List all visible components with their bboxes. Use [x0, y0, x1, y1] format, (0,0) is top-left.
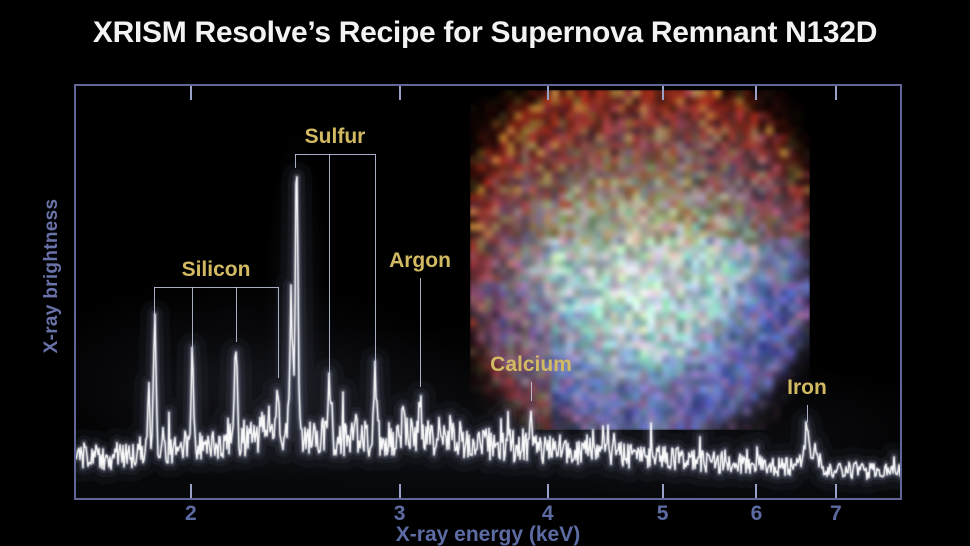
annotation-layer: Silicon Sulfur Argon Calcium Iron: [76, 86, 900, 498]
plot-frame: Silicon Sulfur Argon Calcium Iron: [74, 84, 902, 500]
annotation-bracket-drop-sulfur-0: [295, 154, 296, 168]
x-tick-label-5: 5: [656, 502, 669, 525]
x-tick-label-4: 4: [541, 502, 554, 525]
x-tick-label-7: 7: [829, 502, 842, 525]
annotation-bracket-sulfur: [295, 154, 375, 155]
annotation-bracket-drop-sulfur-1: [329, 154, 330, 375]
element-label-calcium: Calcium: [490, 353, 572, 376]
x-tick-label-3: 3: [393, 502, 406, 525]
x-axis-tick-3-bottom: [398, 484, 401, 498]
y-axis-label: X-ray brightness: [41, 198, 62, 354]
annotation-pointer-argon: [420, 278, 421, 387]
element-label-argon: Argon: [389, 249, 451, 272]
x-axis-tick-5-top: [661, 86, 664, 100]
x-tick-labels: 2 3 4 5 6 7: [76, 502, 900, 526]
x-axis-tick-3-top: [398, 86, 401, 100]
annotation-bracket-drop-silicon-1: [192, 287, 193, 351]
x-tick-label-2: 2: [185, 502, 197, 525]
x-axis-tick-2-bottom: [189, 484, 192, 498]
x-axis-tick-5-bottom: [661, 484, 664, 498]
x-axis-tick-4-bottom: [546, 484, 549, 498]
x-axis-tick-2-top: [189, 86, 192, 100]
annotation-pointer-calcium: [531, 382, 532, 401]
axis-ticks-layer: [76, 86, 900, 498]
x-axis-tick-7-bottom: [834, 484, 837, 498]
annotation-pointer-iron: [807, 405, 808, 422]
element-label-iron: Iron: [787, 376, 827, 399]
x-axis-tick-6-bottom: [755, 484, 758, 498]
annotation-bracket-silicon: [154, 287, 278, 288]
x-tick-label-6: 6: [750, 502, 763, 525]
element-label-sulfur: Sulfur: [304, 125, 366, 148]
figure-title: XRISM Resolve’s Recipe for Supernova Rem…: [92, 16, 878, 49]
x-axis-label: X-ray energy (keV): [395, 523, 581, 546]
x-axis-tick-7-top: [834, 86, 837, 100]
x-axis-tick-6-top: [755, 86, 758, 100]
annotation-bracket-drop-sulfur-2: [375, 154, 376, 367]
x-axis-tick-4-top: [546, 86, 549, 100]
spectrum-canvas: [76, 86, 900, 498]
annotation-bracket-drop-silicon-0: [154, 287, 155, 322]
element-label-silicon: Silicon: [181, 258, 251, 281]
annotation-bracket-drop-silicon-3: [278, 287, 279, 378]
annotation-bracket-drop-silicon-2: [236, 287, 237, 342]
